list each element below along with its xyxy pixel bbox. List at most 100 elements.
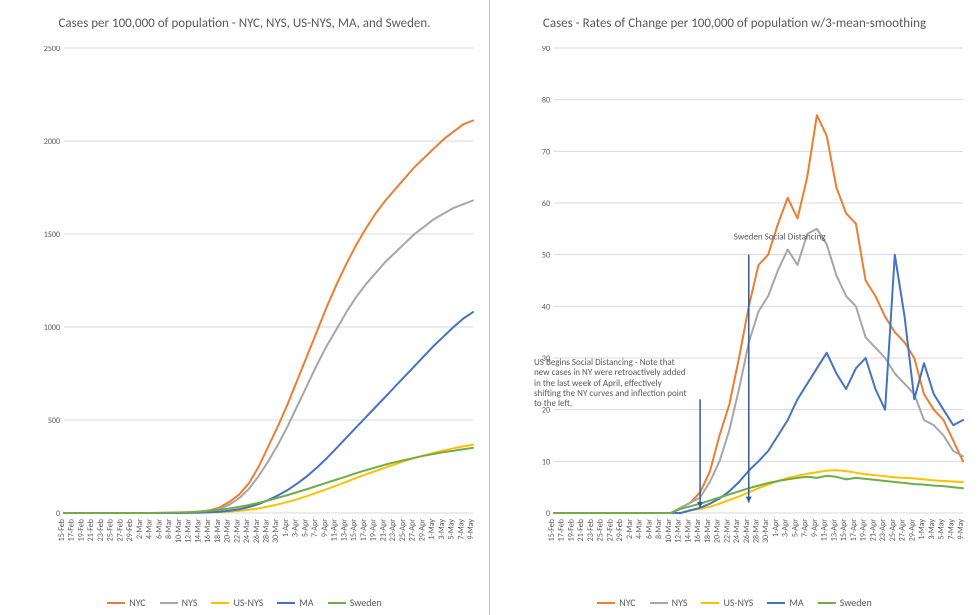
svg-text:1-May: 1-May (917, 519, 927, 540)
legend-swatch (818, 602, 836, 604)
svg-text:19-Feb: 19-Feb (76, 519, 86, 541)
svg-text:15-Feb: 15-Feb (547, 519, 557, 541)
left-chart-title: Cases per 100,000 of population - NYC, N… (0, 0, 489, 46)
svg-text:25-Feb: 25-Feb (106, 519, 116, 541)
svg-text:12-Mar: 12-Mar (184, 519, 194, 543)
svg-text:4-Mar: 4-Mar (635, 519, 645, 539)
svg-text:27-Apr: 27-Apr (408, 519, 418, 541)
svg-text:21-Feb: 21-Feb (576, 519, 586, 541)
svg-text:28-Mar: 28-Mar (262, 519, 272, 543)
legend-item-nyc: NYC (597, 596, 635, 609)
svg-text:5-Apr: 5-Apr (790, 519, 800, 537)
svg-text:17-Feb: 17-Feb (67, 519, 77, 541)
legend-label: MA (299, 596, 313, 609)
svg-text:9-May: 9-May (956, 519, 966, 540)
svg-text:11-Apr: 11-Apr (330, 519, 340, 541)
svg-text:90: 90 (542, 46, 550, 54)
legend-label: Sweden (350, 596, 382, 609)
legend-item-sweden: Sweden (818, 596, 872, 609)
svg-text:17-Feb: 17-Feb (557, 519, 567, 541)
right-legend: NYC NYS US-NYS MA Sweden (490, 596, 979, 609)
svg-text:9-May: 9-May (466, 519, 476, 540)
legend-item-ma: MA (277, 596, 313, 609)
svg-text:1-Apr: 1-Apr (281, 519, 291, 537)
svg-text:0: 0 (546, 509, 550, 519)
svg-text:20-Mar: 20-Mar (713, 519, 723, 543)
legend-swatch (277, 602, 295, 604)
legend-label: NYC (619, 596, 635, 609)
svg-text:26-Mar: 26-Mar (252, 519, 262, 543)
svg-text:27-Feb: 27-Feb (605, 519, 615, 541)
legend-item-nyc: NYC (107, 596, 145, 609)
svg-text:8-Mar: 8-Mar (654, 519, 664, 539)
svg-text:29-Apr: 29-Apr (417, 519, 427, 541)
svg-text:23-Feb: 23-Feb (96, 519, 106, 541)
svg-text:27-Apr: 27-Apr (898, 519, 908, 541)
svg-text:22-Mar: 22-Mar (232, 519, 242, 543)
svg-text:19-Feb: 19-Feb (566, 519, 576, 541)
legend-swatch (211, 602, 229, 604)
legend-swatch (767, 602, 785, 604)
svg-text:9-Apr: 9-Apr (810, 519, 820, 537)
svg-text:30-Mar: 30-Mar (761, 519, 771, 543)
annotation-us: US Begins Social Distancing - Note that … (534, 358, 689, 410)
svg-text:25-Apr: 25-Apr (398, 519, 408, 541)
svg-text:14-Mar: 14-Mar (193, 519, 203, 543)
svg-text:6-Mar: 6-Mar (644, 519, 654, 539)
svg-text:25-Feb: 25-Feb (596, 519, 606, 541)
svg-text:17-Apr: 17-Apr (359, 519, 369, 541)
svg-text:18-Mar: 18-Mar (703, 519, 713, 543)
svg-text:7-May: 7-May (456, 519, 466, 540)
svg-text:8-Mar: 8-Mar (164, 519, 174, 539)
svg-text:2-Mar: 2-Mar (625, 519, 635, 539)
legend-swatch (160, 602, 178, 604)
svg-text:9-Apr: 9-Apr (320, 519, 330, 537)
legend-item-ma: MA (767, 596, 803, 609)
left-panel: Cases per 100,000 of population - NYC, N… (0, 0, 490, 615)
svg-text:24-Mar: 24-Mar (242, 519, 252, 543)
legend-swatch (701, 602, 719, 604)
svg-text:3-May: 3-May (927, 519, 937, 540)
svg-text:2-Mar: 2-Mar (135, 519, 145, 539)
svg-text:27-Feb: 27-Feb (115, 519, 125, 541)
svg-text:13-Apr: 13-Apr (339, 519, 349, 541)
legend-label: US-NYS (233, 596, 263, 609)
svg-text:3-Apr: 3-Apr (781, 519, 791, 537)
svg-text:5-May: 5-May (937, 519, 947, 540)
legend-item-nys: NYS (160, 596, 198, 609)
svg-text:1-May: 1-May (427, 519, 437, 540)
svg-text:15-Apr: 15-Apr (349, 519, 359, 541)
svg-text:18-Mar: 18-Mar (213, 519, 223, 543)
svg-text:6-Mar: 6-Mar (154, 519, 164, 539)
svg-text:80: 80 (542, 96, 550, 106)
svg-text:15-Apr: 15-Apr (839, 519, 849, 541)
legend-label: NYS (182, 596, 198, 609)
svg-text:7-Apr: 7-Apr (800, 519, 810, 537)
svg-text:12-Mar: 12-Mar (674, 519, 684, 543)
svg-text:7-Apr: 7-Apr (310, 519, 320, 537)
annotation-sweden: Sweden Social Distancing (734, 232, 884, 242)
right-plot: 010203040506070809015-Feb17-Feb19-Feb21-… (528, 46, 969, 557)
svg-text:19-Apr: 19-Apr (369, 519, 379, 541)
svg-text:21-Apr: 21-Apr (868, 519, 878, 541)
svg-text:60: 60 (542, 199, 550, 209)
svg-text:70: 70 (542, 147, 550, 157)
svg-text:7-May: 7-May (946, 519, 956, 540)
legend-label: NYS (672, 596, 688, 609)
left-plot: 0500100015002000250015-Feb17-Feb19-Feb21… (38, 46, 479, 557)
svg-text:1000: 1000 (44, 323, 60, 333)
svg-text:20-Mar: 20-Mar (223, 519, 233, 543)
legend-label: NYC (129, 596, 145, 609)
svg-text:25-Apr: 25-Apr (888, 519, 898, 541)
svg-text:21-Apr: 21-Apr (378, 519, 388, 541)
svg-text:1500: 1500 (44, 230, 60, 240)
legend-item-us-nys: US-NYS (701, 596, 753, 609)
right-panel: Cases - Rates of Change per 100,000 of p… (490, 0, 979, 615)
svg-text:22-Mar: 22-Mar (722, 519, 732, 543)
left-legend: NYC NYS US-NYS MA Sweden (0, 596, 489, 609)
legend-swatch (107, 602, 125, 604)
svg-text:16-Mar: 16-Mar (203, 519, 213, 543)
svg-text:30-Mar: 30-Mar (271, 519, 281, 543)
svg-text:10: 10 (542, 457, 550, 467)
svg-text:19-Apr: 19-Apr (859, 519, 869, 541)
